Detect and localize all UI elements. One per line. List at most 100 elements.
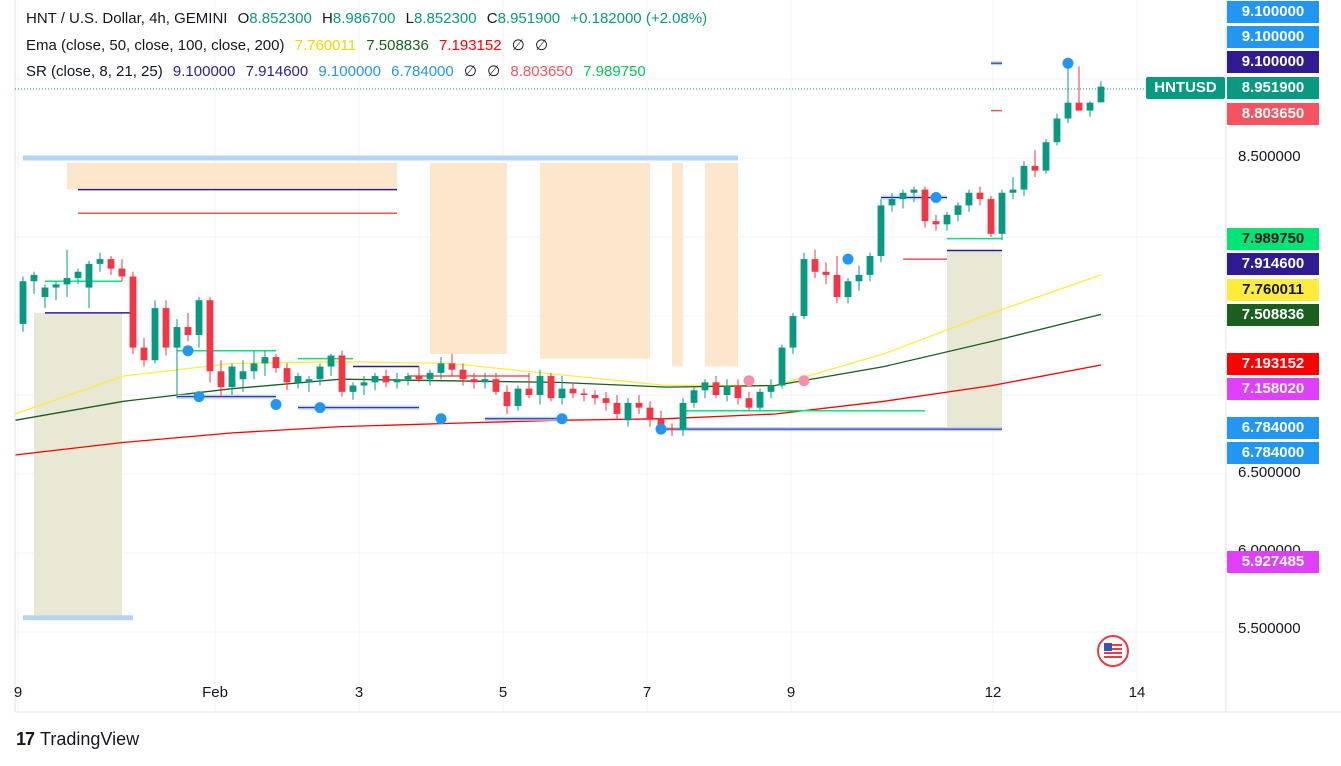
candle-body	[30, 274, 38, 282]
sr-zone	[540, 162, 650, 359]
candle-body	[569, 388, 577, 394]
candle-body	[767, 385, 775, 392]
candle-body	[646, 407, 654, 419]
candle-body	[525, 388, 533, 395]
price-tag-sr-resistance: 9.100000	[1227, 51, 1319, 73]
candle-body	[932, 221, 940, 225]
candle-body	[151, 308, 159, 361]
price-tag-ema-100: 7.508836	[1227, 304, 1319, 326]
pivot-marker	[798, 375, 810, 387]
candle-body	[74, 271, 82, 279]
ema-100-value: 7.508836	[366, 37, 429, 54]
candle-body	[96, 259, 104, 264]
ema-50-value: 7.760011	[294, 37, 357, 54]
candle-body	[1020, 165, 1028, 190]
pivot-marker	[314, 402, 326, 414]
sr-legend-label[interactable]: SR (close, 8, 21, 25)	[26, 63, 163, 80]
sr-zone	[34, 312, 122, 618]
candle-body	[943, 214, 951, 225]
candle-body	[976, 192, 984, 200]
candle-body	[448, 363, 456, 370]
ema-empty-value-1: ∅	[511, 37, 525, 54]
candle-body	[536, 376, 544, 395]
legend-high-label: H	[322, 10, 333, 27]
candle-body	[415, 376, 423, 380]
legend-open-label: O	[237, 10, 250, 27]
pivot-marker	[182, 345, 194, 357]
price-tag-sr-high-1: 9.100000	[1227, 1, 1319, 23]
x-tick: 9	[786, 684, 796, 701]
ema-legend-label[interactable]: Ema (close, 50, close, 100, close, 200)	[26, 37, 285, 54]
legend-change: +0.182000 (+2.08%)	[570, 10, 708, 27]
price-tag-sr-support: 7.914600	[1227, 253, 1319, 275]
sr-zone	[672, 162, 683, 367]
candle-body	[459, 369, 467, 380]
y-tick: 6.500000	[1238, 464, 1301, 481]
candle-body	[470, 379, 478, 383]
candle-body	[261, 357, 269, 364]
candle-body	[349, 385, 357, 392]
candle-body	[316, 366, 324, 380]
candle-body	[162, 308, 170, 348]
brand-label: TradingView	[40, 729, 140, 749]
candle-body	[745, 398, 753, 408]
candle-body	[195, 300, 203, 335]
sr-legend[interactable]: SR (close, 8, 21, 25) 9.100000 7.914600 …	[26, 62, 646, 80]
pivot-marker	[1062, 57, 1074, 69]
candle-body	[250, 363, 258, 372]
pivot-marker	[435, 413, 447, 425]
candle-body	[327, 355, 335, 367]
candle-body	[789, 316, 797, 348]
candle-body	[140, 347, 148, 361]
ema-legend[interactable]: Ema (close, 50, close, 100, close, 200) …	[26, 36, 548, 54]
price-tag-sr-red: 8.803650	[1227, 103, 1319, 125]
price-tag-magenta: 7.158020	[1227, 378, 1319, 400]
ema-empty-value-2: ∅	[535, 37, 549, 54]
candle-body	[173, 327, 181, 348]
candle-body	[613, 402, 621, 414]
candle-body	[360, 382, 368, 386]
pivot-marker	[842, 253, 854, 265]
candle-body	[184, 327, 192, 335]
legend-low: 8.852300	[413, 10, 477, 27]
candle-body	[602, 398, 610, 403]
legend-open: 8.852300	[249, 10, 312, 27]
x-tick: 9	[13, 684, 23, 701]
candle-body	[437, 363, 445, 373]
legend-high: 8.986700	[332, 10, 396, 27]
candle-body	[712, 382, 720, 395]
x-tick: 3	[354, 684, 364, 701]
candle-body	[1031, 165, 1039, 171]
candle-body	[272, 357, 280, 369]
candle-body	[734, 385, 742, 399]
ema-200-line	[14, 364, 1102, 456]
candle-body	[833, 274, 841, 298]
candle-body	[899, 192, 907, 200]
candle-body	[514, 388, 522, 407]
candle-body	[118, 268, 126, 277]
sr-zones	[34, 162, 1002, 618]
candle-body	[624, 402, 632, 421]
candle-body	[723, 385, 731, 395]
sr-value-7: 8.803650	[510, 63, 573, 80]
price-tag-last: 8.951900	[1227, 77, 1319, 99]
sr-levels	[23, 61, 1002, 621]
y-tick: 5.500000	[1238, 620, 1301, 637]
candle-body	[63, 278, 71, 285]
legend-symbol[interactable]: HNT / U.S. Dollar, 4h, GEMINI	[26, 10, 228, 27]
candle-body	[998, 192, 1006, 234]
us-flag-icon[interactable]	[1097, 635, 1129, 667]
candle-body	[41, 287, 49, 298]
candle-body	[580, 393, 588, 395]
sr-zone	[947, 251, 1002, 430]
pivot-marker	[655, 423, 667, 435]
x-tick: 5	[498, 684, 508, 701]
candle-body	[283, 368, 291, 383]
pivot-marker	[270, 398, 282, 410]
candle-body	[1086, 102, 1094, 111]
sr-value-6: ∅	[487, 63, 501, 80]
price-tag-ema-50: 7.760011	[1227, 279, 1319, 301]
tradingview-brand[interactable]: 17 TradingView	[16, 729, 139, 750]
sr-value-2: 7.914600	[245, 63, 309, 80]
